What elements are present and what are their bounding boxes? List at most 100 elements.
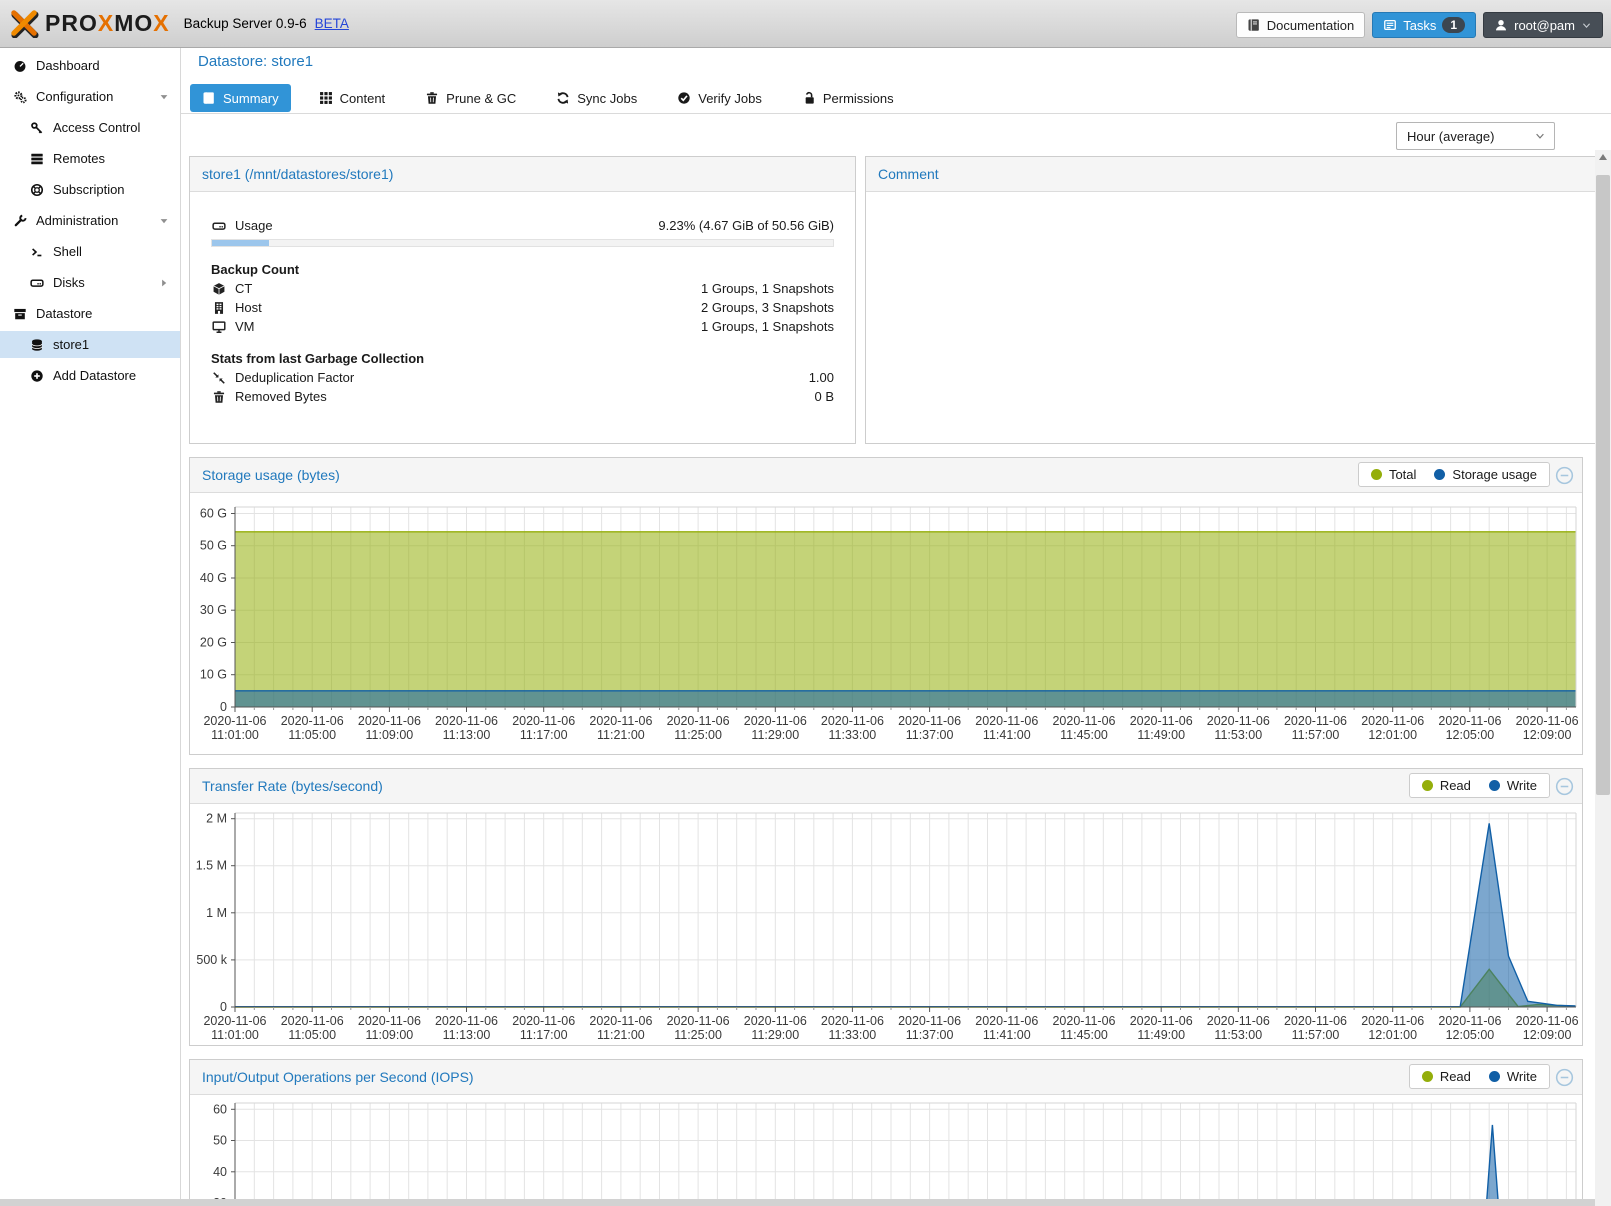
svg-text:2020-11-06: 2020-11-06 [512, 714, 575, 728]
svg-text:2020-11-06: 2020-11-06 [975, 714, 1038, 728]
check-circle-icon [677, 91, 691, 105]
caret-right-icon[interactable] [158, 277, 170, 289]
panel-title: store1 (/mnt/datastores/store1) [202, 166, 394, 182]
svg-text:50: 50 [213, 1134, 227, 1148]
chart-legend: Read Write [1408, 773, 1550, 798]
sidebar-item-store1[interactable]: store1 [0, 331, 180, 358]
svg-text:11:13:00: 11:13:00 [443, 1028, 491, 1042]
chevron-down-icon [1581, 20, 1592, 31]
user-icon [1494, 18, 1508, 32]
sidebar-item-shell[interactable]: Shell [0, 238, 180, 265]
sidebar-item-disks[interactable]: Disks [0, 269, 180, 296]
timeframe-select[interactable]: Hour (average) [1396, 122, 1555, 150]
tab-verify-jobs[interactable]: Verify Jobs [665, 84, 774, 112]
svg-text:11:29:00: 11:29:00 [751, 728, 799, 742]
collapse-icon[interactable] [1555, 1068, 1574, 1087]
svg-text:12:05:00: 12:05:00 [1446, 728, 1495, 742]
proxmox-x-logo-icon [10, 9, 39, 38]
legend-dot [1421, 780, 1433, 791]
trash-icon [211, 390, 226, 404]
tab-summary[interactable]: Summary [190, 84, 291, 112]
svg-text:2020-11-06: 2020-11-06 [1438, 1014, 1501, 1028]
sidebar-item-add-datastore[interactable]: Add Datastore [0, 362, 180, 389]
svg-text:12:09:00: 12:09:00 [1523, 728, 1572, 742]
legend-item-total[interactable]: Total [1370, 467, 1416, 482]
transfer-rate-panel: Transfer Rate (bytes/second) Read Write … [189, 768, 1583, 1046]
sidebar-item-subscription[interactable]: Subscription [0, 176, 180, 203]
svg-text:11:05:00: 11:05:00 [288, 728, 336, 742]
wrench-icon [12, 214, 28, 228]
collapse-icon[interactable] [1555, 466, 1574, 485]
sidebar-item-dashboard[interactable]: Dashboard [0, 52, 180, 79]
sidebar-item-remotes[interactable]: Remotes [0, 145, 180, 172]
svg-text:2020-11-06: 2020-11-06 [975, 1014, 1038, 1028]
horizontal-scrollbar[interactable] [0, 1199, 1595, 1206]
scroll-up-arrow-icon[interactable] [1599, 154, 1607, 160]
vertical-scrollbar[interactable] [1595, 150, 1611, 1206]
svg-text:12:01:00: 12:01:00 [1368, 728, 1417, 742]
iops-chart: 01020304050602020-11-0611:01:002020-11-0… [190, 1095, 1582, 1206]
svg-text:11:53:00: 11:53:00 [1214, 728, 1262, 742]
svg-text:11:09:00: 11:09:00 [366, 1028, 414, 1042]
svg-text:0: 0 [220, 700, 227, 714]
svg-text:2020-11-06: 2020-11-06 [898, 714, 961, 728]
tab-sync-jobs[interactable]: Sync Jobs [544, 84, 649, 112]
usage-label: Usage [235, 218, 273, 233]
tasks-button[interactable]: Tasks 1 [1372, 12, 1477, 38]
panel-title: Storage usage (bytes) [202, 467, 340, 483]
compress-arrows-icon [211, 371, 226, 385]
svg-text:2020-11-06: 2020-11-06 [1361, 714, 1424, 728]
svg-text:2020-11-06: 2020-11-06 [667, 714, 730, 728]
svg-text:40: 40 [213, 1165, 227, 1179]
svg-text:11:09:00: 11:09:00 [366, 728, 414, 742]
user-menu-button[interactable]: root@pam [1483, 12, 1603, 38]
legend-item-write[interactable]: Write [1488, 778, 1537, 793]
storage-usage-chart: 0 10 G 20 G 30 G 40 G 50 G 60 G 2020-11-06 11:01… [190, 493, 1582, 743]
scrollbar-thumb[interactable] [1596, 175, 1610, 795]
panel-title: Comment [878, 166, 939, 182]
sidebar-item-configuration[interactable]: Configuration [0, 83, 180, 110]
svg-text:2020-11-06: 2020-11-06 [203, 714, 266, 728]
tab-content[interactable]: Content [307, 84, 398, 112]
legend-item-read[interactable]: Read [1421, 1069, 1471, 1084]
legend-item-read[interactable]: Read [1421, 778, 1471, 793]
legend-item-write[interactable]: Write [1488, 1069, 1537, 1084]
svg-text:12:01:00: 12:01:00 [1368, 1028, 1417, 1042]
legend-dot [1488, 780, 1500, 791]
svg-text:11:17:00: 11:17:00 [520, 728, 568, 742]
usage-row: Usage 9.23% (4.67 GiB of 50.56 GiB) [211, 216, 834, 235]
svg-text:2020-11-06: 2020-11-06 [358, 1014, 421, 1028]
svg-text:11:29:00: 11:29:00 [751, 1028, 799, 1042]
tasks-list-icon [1383, 18, 1397, 32]
svg-text:2020-11-06: 2020-11-06 [1052, 714, 1115, 728]
caret-down-icon[interactable] [158, 215, 170, 227]
key-icon [29, 121, 45, 135]
store1-summary-panel: store1 (/mnt/datastores/store1) Usage 9.… [189, 156, 856, 444]
usage-value: 9.23% (4.67 GiB of 50.56 GiB) [658, 218, 834, 233]
usage-progress-bar [211, 239, 834, 247]
main-content: Datastore: store1 Summary Content Prune … [181, 48, 1611, 1206]
documentation-button[interactable]: Documentation [1235, 12, 1366, 38]
plus-circle-icon [29, 369, 45, 383]
storage-usage-panel: Storage usage (bytes) Total Storage usag… [189, 457, 1583, 755]
svg-text:2020-11-06: 2020-11-06 [1284, 714, 1347, 728]
tab-prune-gc[interactable]: Prune & GC [413, 84, 528, 112]
proxmox-logo: PROXMOX [10, 9, 170, 38]
sidebar-item-access-control[interactable]: Access Control [0, 114, 180, 141]
chevron-down-icon [1534, 130, 1546, 142]
legend-item-storage-usage[interactable]: Storage usage [1434, 467, 1537, 482]
svg-text:11:33:00: 11:33:00 [829, 728, 877, 742]
sidebar-item-administration[interactable]: Administration [0, 207, 180, 234]
svg-text:2020-11-06: 2020-11-06 [667, 1014, 730, 1028]
grid-icon [319, 91, 333, 105]
collapse-icon[interactable] [1555, 777, 1574, 796]
panel-title: Input/Output Operations per Second (IOPS… [202, 1069, 474, 1085]
caret-down-icon[interactable] [158, 91, 170, 103]
sidebar-item-datastore[interactable]: Datastore [0, 300, 180, 327]
usage-progress-fill [212, 240, 270, 246]
beta-link[interactable]: BETA [314, 16, 349, 31]
svg-text:11:57:00: 11:57:00 [1292, 1028, 1340, 1042]
tab-permissions[interactable]: Permissions [790, 84, 906, 112]
svg-text:11:17:00: 11:17:00 [520, 1028, 568, 1042]
